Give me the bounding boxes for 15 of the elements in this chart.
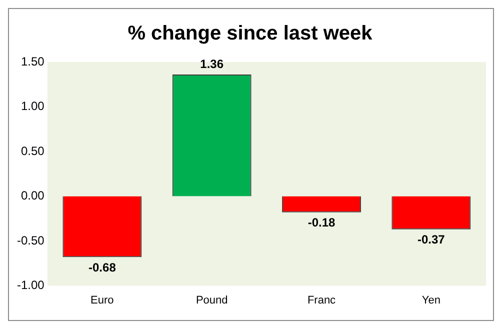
x-tick-label: Yen [422,294,440,306]
y-tick-label: -1.00 [16,278,45,292]
chart-title: % change since last week [128,22,374,45]
x-tick-label: Franc [307,294,336,306]
x-tick-label: Pound [196,294,228,306]
data-label: -0.37 [417,232,446,247]
x-tick-label: Euro [90,294,114,306]
y-tick-label: 1.50 [20,54,45,68]
data-label: -0.18 [308,216,336,230]
y-tick-label: 0.00 [20,188,45,203]
data-label: -0.68 [88,260,116,274]
y-tick-label: -0.50 [16,233,45,248]
y-tick-label: 1.00 [20,99,45,114]
y-tick-label: 0.50 [20,144,45,158]
data-label: 1.36 [200,56,224,71]
